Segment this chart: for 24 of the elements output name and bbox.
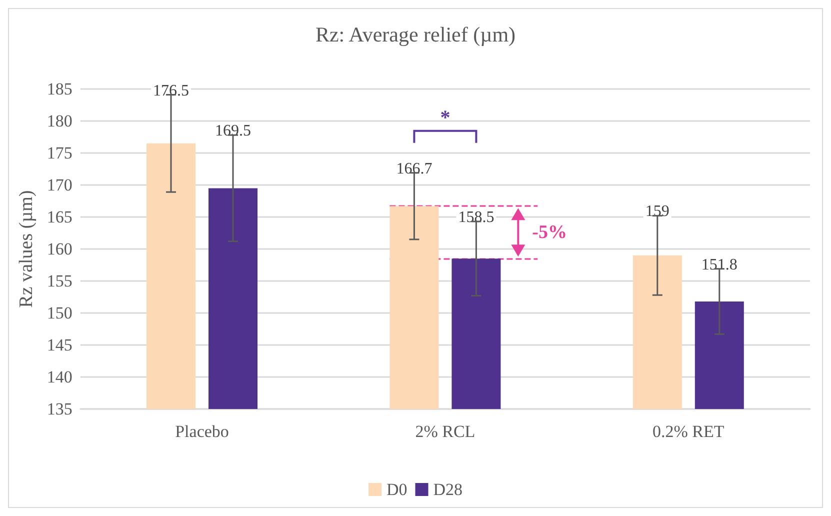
y-tick-label: 140 xyxy=(46,368,72,386)
y-tick-label: 175 xyxy=(46,144,72,162)
x-tick-label: 0.2% RET xyxy=(652,422,725,441)
x-tick-label: Placebo xyxy=(175,422,229,441)
y-tick-label: 170 xyxy=(46,176,72,194)
annotation: -5% xyxy=(532,222,567,243)
y-tick-label: 185 xyxy=(46,80,72,98)
y-tick-label: 155 xyxy=(46,272,72,290)
legend-label: D28 xyxy=(433,480,463,499)
annotation: * xyxy=(440,106,450,129)
legend-label: D0 xyxy=(386,480,408,499)
chart-title: Rz: Average relief (µm) xyxy=(315,22,516,46)
y-tick-label: 160 xyxy=(46,240,72,258)
data-label: 158.5 xyxy=(458,208,494,226)
data-label: 169.5 xyxy=(215,122,251,140)
y-tick-label: 150 xyxy=(46,304,72,322)
y-tick-label: 180 xyxy=(46,112,72,130)
y-tick-label: 145 xyxy=(46,336,72,354)
y-tick-label: 135 xyxy=(46,400,72,418)
data-label: 166.7 xyxy=(396,160,432,178)
y-tick-label: 165 xyxy=(46,208,72,226)
y-axis-title: Rz values (µm) xyxy=(16,190,37,308)
data-label: 151.8 xyxy=(701,256,738,274)
x-tick-label: 2% RCL xyxy=(415,422,476,441)
